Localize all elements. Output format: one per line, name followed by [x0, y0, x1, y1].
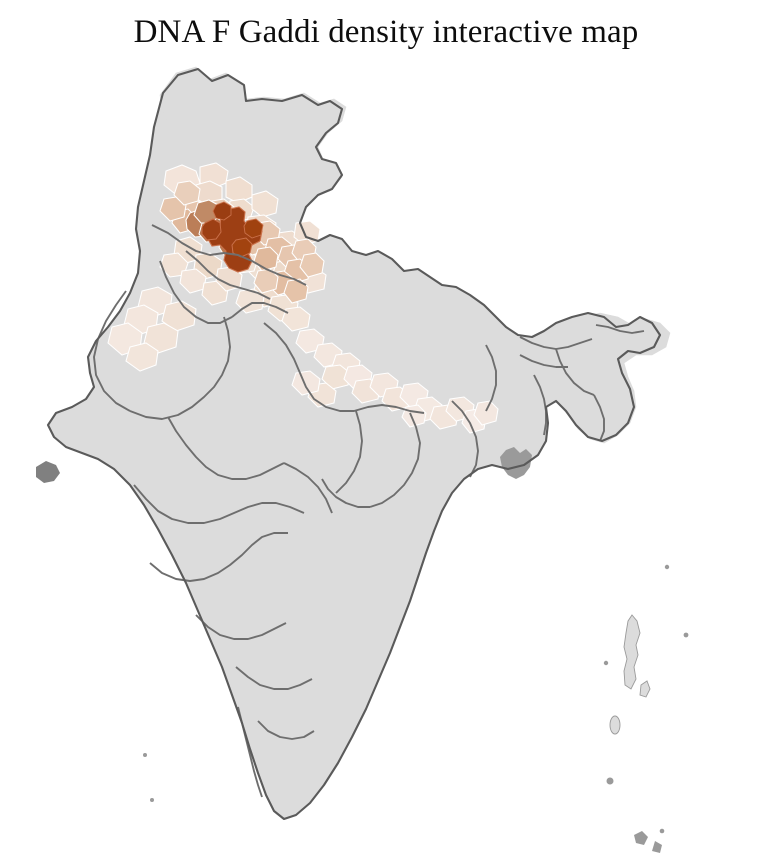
andaman-nicobar-islands: [603, 564, 689, 853]
choropleth-level-peak[interactable]: [201, 201, 264, 273]
country-outline: [46, 67, 662, 821]
state-boundaries: [93, 224, 645, 798]
india-choropleth-map[interactable]: .d { stroke:#ffffff; stroke-width:1.05; …: [0, 55, 772, 858]
page-title: DNA F Gaddi density interactive map: [133, 14, 639, 50]
map-svg[interactable]: .d { stroke:#ffffff; stroke-width:1.05; …: [0, 55, 772, 858]
